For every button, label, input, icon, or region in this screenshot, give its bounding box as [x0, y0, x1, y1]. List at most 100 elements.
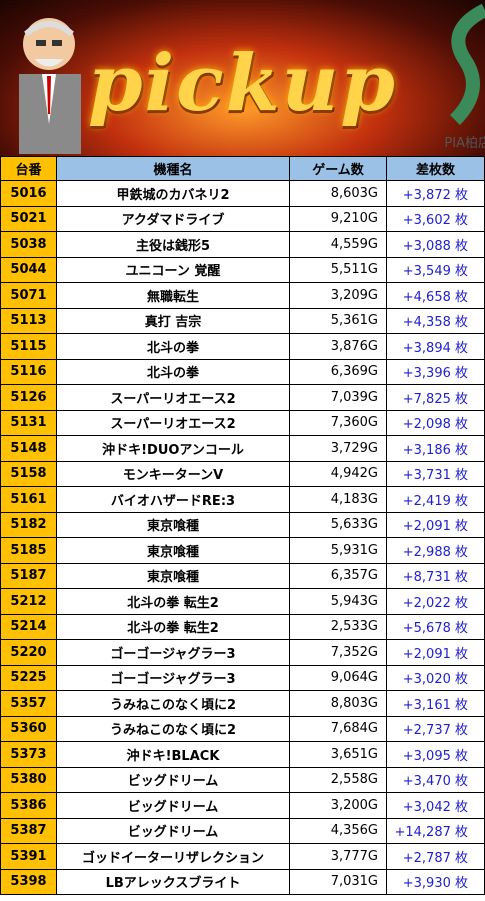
column-header: 機種名	[57, 157, 290, 180]
machine-number: 5115	[0, 334, 57, 359]
machine-name: スーパーリオエース2	[57, 410, 290, 435]
machine-name: 東京喰種	[57, 538, 290, 563]
machine-number: 5357	[0, 691, 57, 716]
machine-name: 沖ドキ!BLACK	[57, 742, 290, 767]
coin-difference: +4,358 枚	[387, 308, 485, 333]
table-row: 5220 ゴーゴージャグラー3 7,352G +2,091 枚	[0, 640, 485, 666]
coin-difference: +2,419 枚	[387, 487, 485, 512]
table-row: 5021 アクダマドライブ 9,210G +3,602 枚	[0, 206, 485, 232]
game-count: 3,876G	[290, 334, 387, 359]
coin-difference: +3,396 枚	[387, 359, 485, 384]
machine-number: 5182	[0, 512, 57, 537]
machine-name: うみねこのなく頃に2	[57, 716, 290, 741]
game-count: 7,684G	[290, 716, 387, 741]
machine-name: ビッグドリーム	[57, 793, 290, 818]
game-count: 4,559G	[290, 232, 387, 257]
machine-number: 5038	[0, 232, 57, 257]
game-count: 3,729G	[290, 436, 387, 461]
game-count: 3,651G	[290, 742, 387, 767]
banner-title: pickup	[88, 38, 397, 129]
dragon-illustration	[449, 3, 485, 125]
coin-difference: +3,872 枚	[387, 181, 485, 206]
machine-number: 5220	[0, 640, 57, 665]
game-count: 3,209G	[290, 283, 387, 308]
game-count: 2,558G	[290, 767, 387, 792]
table-row: 5116 北斗の拳 6,369G +3,396 枚	[0, 359, 485, 385]
machine-number: 5016	[0, 181, 57, 206]
table-row: 5161 バイオハザードRE:3 4,183G +2,419 枚	[0, 487, 485, 513]
mascot-illustration	[19, 18, 81, 154]
banner: pickup PIA柏店	[0, 0, 485, 156]
machine-number: 5212	[0, 589, 57, 614]
game-count: 8,603G	[290, 181, 387, 206]
machine-number: 5391	[0, 844, 57, 869]
game-count: 7,352G	[290, 640, 387, 665]
machine-number: 5185	[0, 538, 57, 563]
game-count: 7,360G	[290, 410, 387, 435]
coin-difference: +2,787 枚	[387, 844, 485, 869]
game-count: 2,533G	[290, 614, 387, 639]
table-row: 5131 スーパーリオエース2 7,360G +2,098 枚	[0, 410, 485, 436]
game-count: 7,031G	[290, 869, 387, 894]
game-count: 9,064G	[290, 665, 387, 690]
machine-name: ユニコーン 覚醒	[57, 257, 290, 282]
coin-difference: +3,602 枚	[387, 206, 485, 231]
coin-difference: +3,161 枚	[387, 691, 485, 716]
machine-name: アクダマドライブ	[57, 206, 290, 231]
coin-difference: +3,731 枚	[387, 461, 485, 486]
machine-name: うみねこのなく頃に2	[57, 691, 290, 716]
game-count: 4,183G	[290, 487, 387, 512]
coin-difference: +5,678 枚	[387, 614, 485, 639]
game-count: 3,200G	[290, 793, 387, 818]
table-row: 5148 沖ドキ!DUOアンコール 3,729G +3,186 枚	[0, 436, 485, 462]
coin-difference: +3,186 枚	[387, 436, 485, 461]
coin-difference: +3,470 枚	[387, 767, 485, 792]
machine-number: 5161	[0, 487, 57, 512]
game-count: 4,942G	[290, 461, 387, 486]
machine-name: ゴーゴージャグラー3	[57, 665, 290, 690]
machine-number: 5116	[0, 359, 57, 384]
table-row: 5398 LBアレックスブライト 7,031G +3,930 枚	[0, 869, 485, 895]
machine-name: LBアレックスブライト	[57, 869, 290, 894]
machine-number: 5387	[0, 818, 57, 843]
game-count: 5,511G	[290, 257, 387, 282]
table-row: 5158 モンキーターンV 4,942G +3,731 枚	[0, 461, 485, 487]
coin-difference: +2,091 枚	[387, 512, 485, 537]
machine-name: 北斗の拳	[57, 359, 290, 384]
table-row: 5126 スーパーリオエース2 7,039G +7,825 枚	[0, 385, 485, 411]
machine-name: ビッグドリーム	[57, 767, 290, 792]
game-count: 6,369G	[290, 359, 387, 384]
table-row: 5182 東京喰種 5,633G +2,091 枚	[0, 512, 485, 538]
game-count: 7,039G	[290, 385, 387, 410]
coin-difference: +7,825 枚	[387, 385, 485, 410]
table-row: 5214 北斗の拳 転生2 2,533G +5,678 枚	[0, 614, 485, 640]
table-row: 5044 ユニコーン 覚醒 5,511G +3,549 枚	[0, 257, 485, 283]
machine-name: ビッグドリーム	[57, 818, 290, 843]
machine-name: 東京喰種	[57, 512, 290, 537]
game-count: 9,210G	[290, 206, 387, 231]
machine-name: 北斗の拳 転生2	[57, 589, 290, 614]
coin-difference: +14,287 枚	[387, 818, 485, 843]
machine-name: 甲鉄城のカバネリ2	[57, 181, 290, 206]
machine-name: 主役は銭形5	[57, 232, 290, 257]
machine-number: 5021	[0, 206, 57, 231]
column-header: 差枚数	[387, 157, 485, 180]
coin-difference: +3,020 枚	[387, 665, 485, 690]
machine-number: 5398	[0, 869, 57, 894]
machine-number: 5148	[0, 436, 57, 461]
game-count: 5,931G	[290, 538, 387, 563]
machine-name: 北斗の拳 転生2	[57, 614, 290, 639]
coin-difference: +2,098 枚	[387, 410, 485, 435]
machine-name: 沖ドキ!DUOアンコール	[57, 436, 290, 461]
machine-number: 5044	[0, 257, 57, 282]
machine-number: 5131	[0, 410, 57, 435]
table-row: 5391 ゴッドイーターリザレクション 3,777G +2,787 枚	[0, 844, 485, 870]
machine-name: ゴッドイーターリザレクション	[57, 844, 290, 869]
coin-difference: +2,022 枚	[387, 589, 485, 614]
table-row: 5187 東京喰種 6,357G +8,731 枚	[0, 563, 485, 589]
machine-name: 真打 吉宗	[57, 308, 290, 333]
machine-name: 東京喰種	[57, 563, 290, 588]
store-name: PIA柏店	[444, 136, 485, 151]
